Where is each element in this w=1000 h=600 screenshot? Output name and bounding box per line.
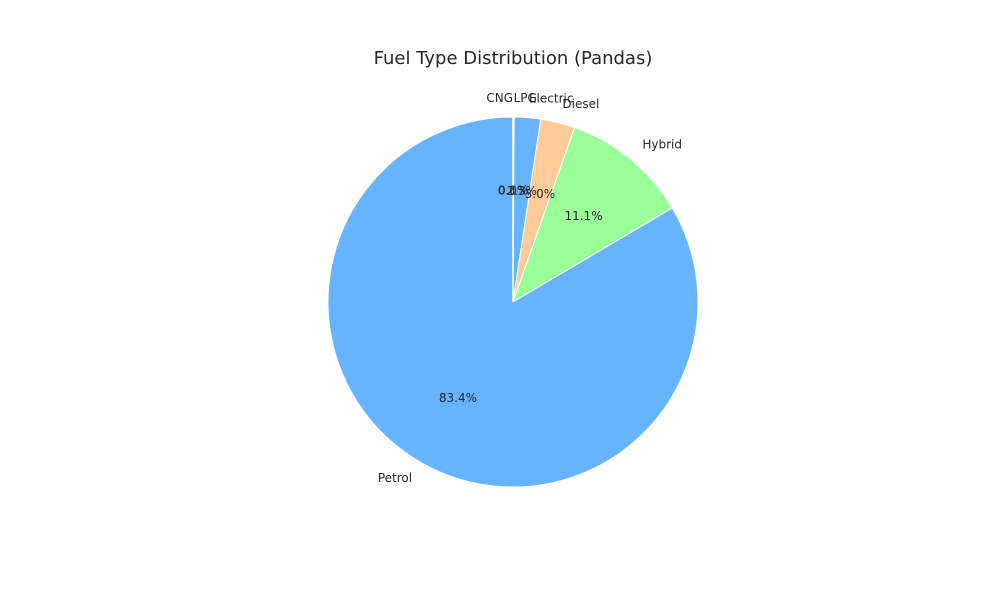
percentage-labels: 0.1%2.3%3.0% 11.1% 83.4% 0.0% [439, 184, 603, 405]
pct-label-electric: 2.3% [506, 184, 537, 198]
slice-label-hybrid: Hybrid [642, 137, 682, 151]
pie-slice-hybrid [512, 127, 673, 303]
pct-label-diesel: 3.0% [525, 187, 556, 201]
pct-label-petrol: 83.4% [439, 391, 477, 405]
pct-label-lpg: 0.1% [498, 184, 529, 198]
pie-slices [327, 116, 699, 488]
slice-label-diesel: Diesel [562, 97, 599, 111]
pct-label-cng: 0.0% [498, 184, 529, 198]
slice-label-lpg: LPG [514, 91, 537, 105]
pct-label-hybrid: 11.1% [564, 209, 602, 223]
chart-title: Fuel Type Distribution (Pandas) [374, 48, 653, 69]
slice-label-electric: Electric [529, 92, 573, 106]
slice-label-petrol: Petrol [378, 471, 412, 485]
slice-label-cng: CNG [486, 91, 513, 105]
